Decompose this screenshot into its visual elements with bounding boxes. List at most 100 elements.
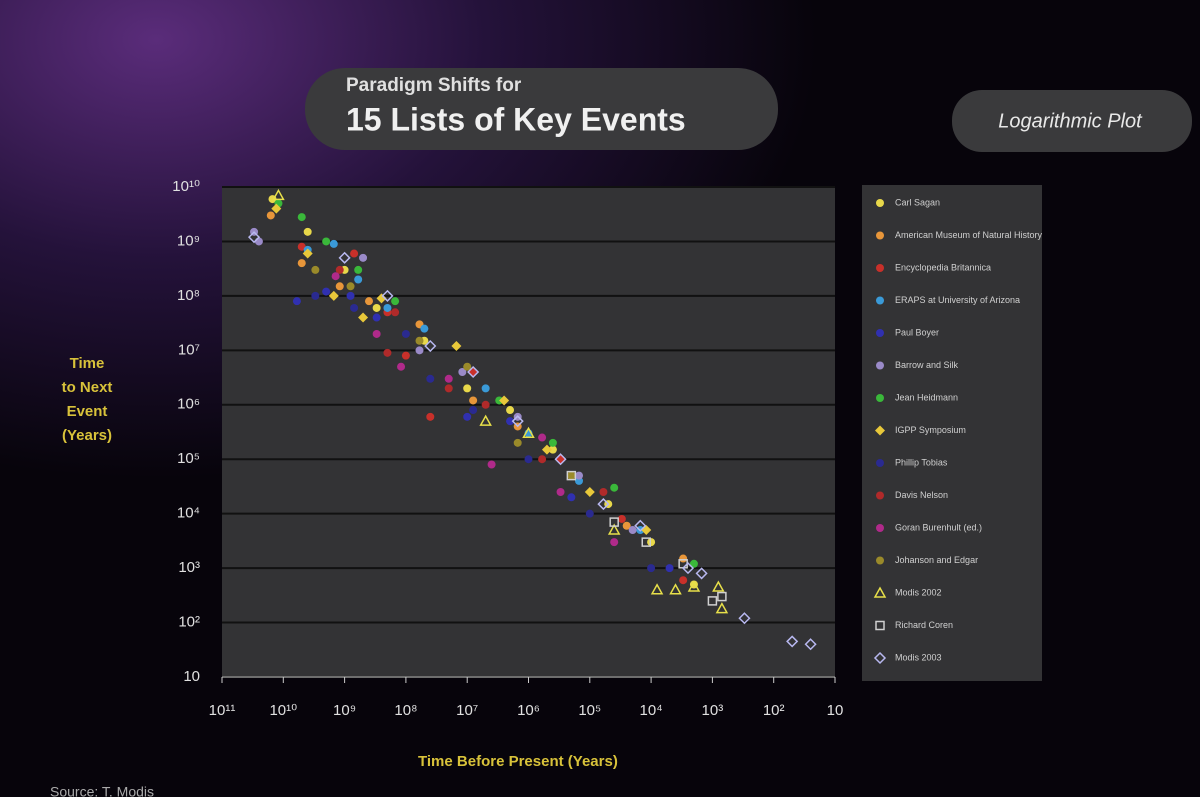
data-point — [383, 348, 392, 357]
data-point — [415, 336, 424, 345]
data-point — [346, 291, 355, 300]
legend-label: IGPP Symposium — [895, 425, 966, 435]
y-tick-label: 10 — [183, 668, 200, 685]
data-point — [715, 602, 729, 614]
data-point — [481, 400, 490, 409]
y-axis-label: Event — [67, 403, 108, 420]
data-point — [469, 396, 478, 405]
data-point — [548, 445, 557, 454]
data-point — [647, 564, 656, 573]
data-point — [597, 498, 610, 511]
y-axis-label: Time — [70, 355, 105, 372]
data-point — [506, 406, 515, 415]
data-point — [622, 521, 631, 530]
legend-label: Paul Boyer — [895, 327, 939, 337]
data-point — [329, 239, 338, 248]
y-tick-label: 10⁷ — [178, 341, 200, 358]
legend-marker — [875, 620, 885, 631]
plot: Time to Next Event (Years) 10¹⁰ 10⁹ 10⁸ 10⁷ 10⁶ 1… — [62, 178, 1043, 719]
data-point — [665, 564, 674, 573]
y-tick-label: 10¹⁰ — [172, 178, 200, 195]
data-point — [331, 272, 340, 281]
data-point — [506, 417, 515, 426]
legend-marker — [876, 491, 884, 500]
data-point — [804, 638, 817, 651]
legend-label: Modis 2003 — [895, 652, 942, 662]
data-point — [381, 289, 394, 302]
data-point — [420, 324, 429, 333]
data-point — [397, 362, 406, 371]
chart-title: 15 Lists of Key Events — [346, 101, 686, 137]
data-point — [617, 514, 626, 523]
data-point — [372, 303, 381, 312]
legend-marker — [873, 586, 887, 598]
data-point — [567, 471, 576, 480]
legend-marker — [876, 296, 884, 305]
data-point — [610, 483, 619, 492]
data-point — [376, 293, 387, 304]
legend-label: Phillip Tobias — [895, 457, 948, 467]
data-point — [364, 297, 373, 306]
data-point — [424, 339, 437, 353]
annotation: Logarithmic Plot — [998, 110, 1143, 132]
chart-subtitle: Paradigm Shifts for — [346, 75, 522, 96]
y-tick-label: 10⁸ — [177, 287, 200, 304]
legend-marker — [875, 425, 885, 436]
legend-label: Jean Heidmann — [895, 392, 958, 402]
x-tick-label: 10 — [827, 702, 844, 719]
data-point — [401, 351, 410, 360]
data-point — [707, 596, 718, 606]
data-point — [338, 251, 351, 264]
data-point — [358, 312, 369, 323]
legend-marker — [876, 459, 884, 467]
data-point — [548, 438, 557, 447]
data-point — [322, 237, 331, 246]
data-point — [467, 365, 480, 379]
y-tick-label: 10⁴ — [177, 505, 200, 522]
data-point — [401, 329, 410, 338]
data-point — [487, 460, 496, 469]
data-point — [383, 303, 392, 312]
x-tick-label: 10⁴ — [640, 702, 663, 719]
data-point — [689, 559, 698, 568]
legend-label: Carl Sagan — [895, 197, 940, 207]
x-tick-label: 10⁹ — [333, 702, 356, 719]
data-point — [641, 537, 651, 547]
data-point — [695, 567, 708, 580]
data-point — [415, 346, 424, 355]
data-point — [522, 426, 535, 438]
data-point — [297, 259, 306, 268]
data-point — [585, 509, 594, 518]
y-tick-label: 10⁵ — [177, 450, 200, 467]
data-point — [610, 538, 619, 547]
legend-label: Richard Coren — [895, 620, 953, 630]
data-point — [303, 227, 312, 236]
legend-marker — [876, 329, 884, 337]
legend-label: American Museum of Natural History — [895, 230, 1043, 240]
data-point — [647, 538, 656, 547]
data-point — [297, 213, 306, 222]
data-point — [444, 384, 453, 393]
data-point — [426, 374, 435, 383]
data-point — [359, 253, 368, 262]
data-point — [717, 591, 727, 602]
data-point — [354, 265, 363, 274]
data-point — [575, 471, 584, 480]
data-point — [679, 554, 688, 563]
data-point — [391, 297, 400, 306]
data-point — [634, 519, 647, 532]
legend-marker — [876, 556, 884, 565]
data-point — [335, 265, 344, 274]
legend-label: Goran Burenhult (ed.) — [895, 522, 982, 532]
data-point — [567, 493, 576, 502]
data-point — [292, 297, 301, 306]
data-point — [391, 308, 400, 317]
legend-label: Encyclopedia Britannica — [895, 262, 991, 272]
data-point — [372, 329, 381, 338]
data-point — [511, 415, 524, 428]
legend-marker — [876, 361, 884, 370]
data-point — [607, 523, 621, 535]
data-point — [463, 384, 472, 393]
data-point — [599, 488, 608, 497]
